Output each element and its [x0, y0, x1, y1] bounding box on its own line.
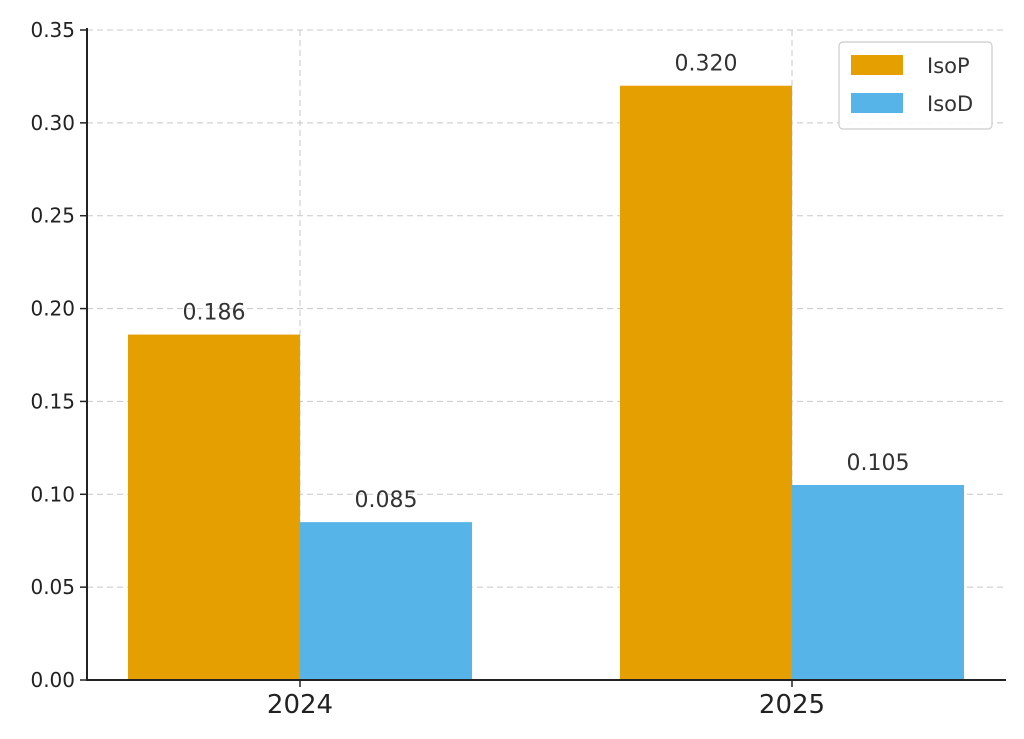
y-tick-label: 0.10 [30, 482, 75, 506]
y-tick-label: 0.15 [30, 389, 75, 413]
x-tick-label: 2025 [759, 690, 825, 720]
y-tick-label: 0.00 [30, 668, 75, 692]
legend: IsoP IsoD [838, 41, 993, 130]
legend-label: IsoP [927, 54, 970, 78]
data-label: 0.320 [675, 52, 738, 77]
y-tick-label: 0.05 [30, 575, 75, 599]
data-label: 0.085 [355, 488, 418, 513]
bar-isod-2025 [792, 485, 964, 680]
legend-swatch [851, 93, 903, 113]
bars [128, 85, 964, 680]
data-labels: 0.186 0.085 0.320 0.105 [183, 52, 910, 513]
bar-isop-2025 [620, 85, 792, 680]
legend-label: IsoD [927, 92, 973, 116]
x-tick-label: 2024 [267, 690, 333, 720]
y-tick-label: 0.25 [30, 204, 75, 228]
data-label: 0.105 [847, 451, 910, 476]
axes: 0.00 0.05 0.10 0.15 0.20 0.25 0.30 0.35 2024 2025 [30, 18, 1006, 720]
y-tick-label: 0.30 [30, 111, 75, 135]
y-tick-label: 0.20 [30, 297, 75, 321]
bar-isod-2024 [300, 522, 472, 680]
legend-swatch [851, 55, 903, 75]
y-tick-label: 0.35 [30, 18, 75, 42]
bar-isop-2024 [128, 334, 300, 680]
data-label: 0.186 [183, 301, 246, 326]
